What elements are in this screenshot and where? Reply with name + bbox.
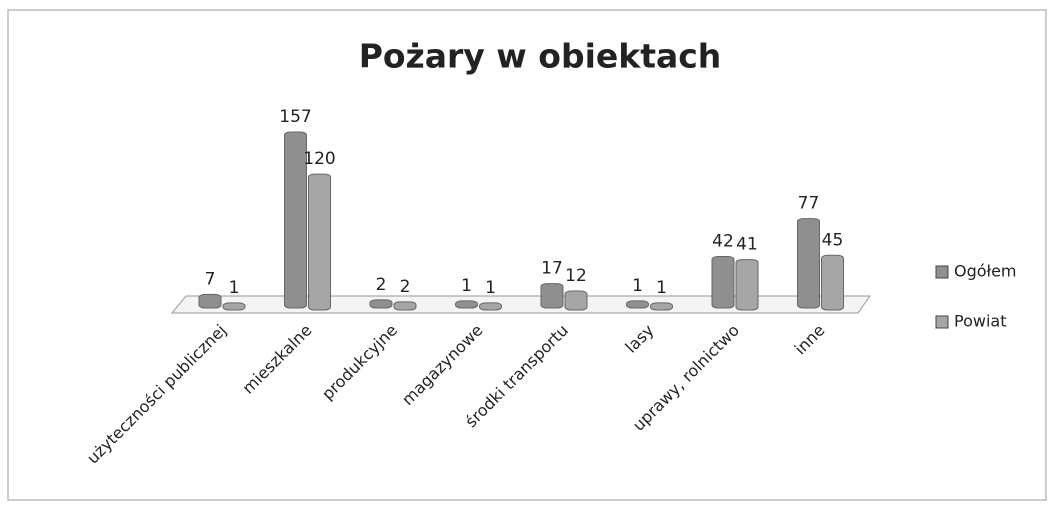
value-label: 120 bbox=[303, 149, 335, 169]
bar bbox=[198, 293, 222, 309]
value-label: 1 bbox=[229, 278, 240, 298]
value-label: 2 bbox=[400, 277, 411, 297]
value-label: 1 bbox=[656, 278, 667, 298]
bar bbox=[222, 302, 246, 311]
bar bbox=[479, 302, 502, 311]
chart-title: Pożary w obiektach bbox=[359, 37, 722, 76]
legend-label: Ogółem bbox=[954, 262, 1017, 281]
bar bbox=[284, 131, 307, 309]
chart-frame bbox=[7, 9, 1047, 501]
bar bbox=[540, 283, 564, 309]
bar bbox=[393, 301, 417, 311]
value-label: 1 bbox=[632, 276, 643, 296]
bar bbox=[650, 302, 673, 311]
value-label: 17 bbox=[541, 259, 563, 279]
bar bbox=[369, 299, 393, 309]
legend-swatch bbox=[935, 265, 949, 279]
bar bbox=[797, 218, 820, 309]
value-label: 1 bbox=[485, 278, 496, 298]
value-label: 7 bbox=[205, 269, 216, 289]
value-label: 45 bbox=[822, 230, 844, 250]
floor bbox=[170, 295, 871, 314]
bar bbox=[564, 290, 588, 311]
value-label: 41 bbox=[736, 235, 758, 255]
bar bbox=[735, 259, 759, 311]
legend-label: Powiat bbox=[954, 312, 1006, 331]
bar bbox=[821, 254, 844, 311]
value-label: 77 bbox=[798, 194, 820, 214]
value-label: 2 bbox=[376, 275, 387, 295]
value-label: 42 bbox=[712, 232, 734, 252]
value-label: 157 bbox=[279, 107, 311, 127]
legend-swatch bbox=[935, 315, 949, 329]
bar bbox=[711, 256, 735, 309]
value-label: 12 bbox=[565, 266, 587, 286]
bar bbox=[455, 300, 478, 309]
bar bbox=[308, 173, 331, 311]
value-label: 1 bbox=[461, 276, 472, 296]
bar bbox=[626, 300, 649, 309]
